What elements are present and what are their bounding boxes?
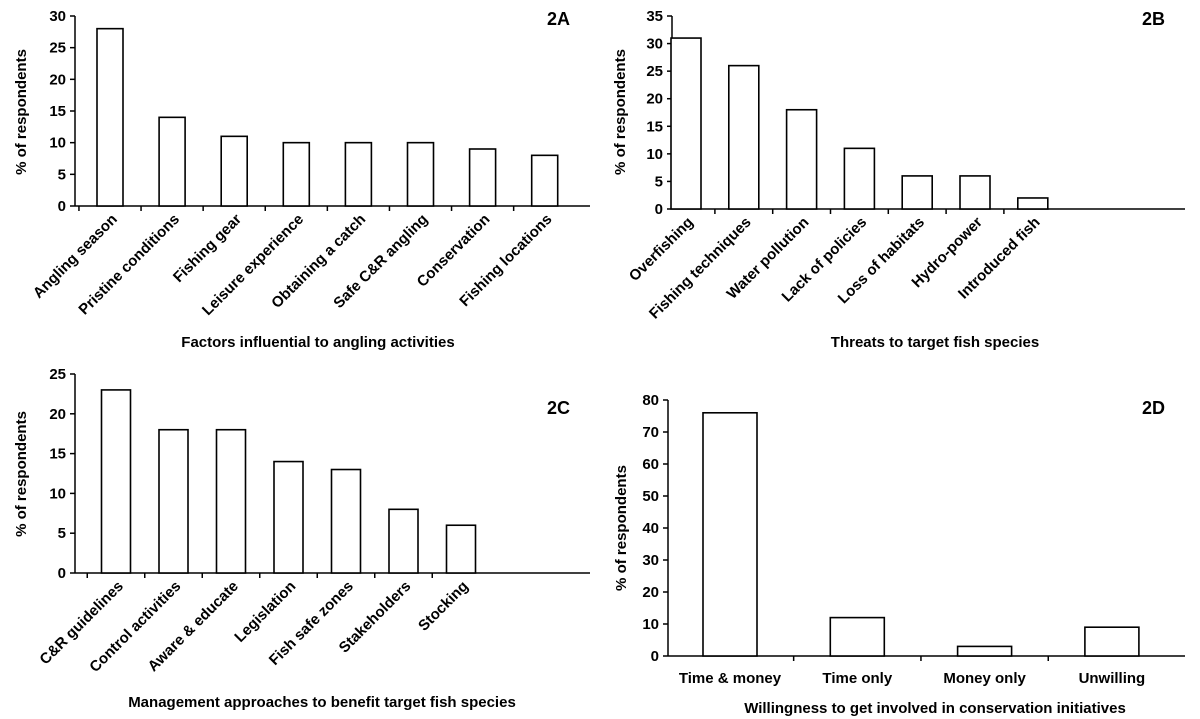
y-tick-label: 60 [642,456,659,473]
x-tick-label: Money only [943,670,1026,687]
y-tick-label: 15 [49,446,66,463]
bar [100,389,132,574]
y-tick-label: 70 [642,424,659,441]
x-axis-title: Willingness to get involved in conservat… [744,700,1126,717]
y-tick-label: 15 [646,118,663,135]
bar [1084,626,1140,657]
y-tick-label: 20 [642,584,659,601]
y-tick-label: 30 [646,36,663,53]
bar [388,508,419,574]
y-axis-title: % of respondents [612,49,629,175]
y-tick-label: 0 [58,565,66,582]
x-tick-label: Stocking [415,578,472,635]
bar [96,27,124,207]
y-axis-title: % of respondents [613,465,630,591]
y-tick-label: 15 [49,103,66,120]
bar [530,154,559,207]
y-tick-label: 10 [49,485,66,502]
x-axis-title: Factors influential to angling activitie… [181,334,454,351]
bar [273,460,304,574]
y-tick-label: 5 [58,166,66,183]
y-tick-label: 0 [655,201,663,218]
bar [215,428,247,574]
x-axis-title: Management approaches to benefit target … [128,694,516,711]
y-tick-label: 35 [646,8,663,25]
y-tick-label: 25 [49,40,66,57]
bar [702,411,758,657]
bar [727,64,760,210]
y-tick-label: 20 [49,406,66,423]
bar [785,108,818,210]
bar [959,175,991,210]
bar [158,428,189,574]
y-tick-label: 50 [642,488,659,505]
y-tick-label: 40 [642,520,659,537]
bar [344,141,373,207]
y-axis-title: % of respondents [13,411,30,537]
x-axis-title: Threats to target fish species [831,334,1039,351]
bar [1016,197,1049,210]
panel-label: 2D [1142,398,1165,418]
y-tick-label: 25 [646,63,663,80]
bar [445,524,477,574]
y-tick-label: 20 [646,91,663,108]
bar [468,148,497,207]
x-tick-label: Unwilling [1079,670,1146,687]
bar [901,175,934,210]
bar [282,141,311,207]
bar [330,468,362,574]
x-tick-label: Leisure experience [199,211,307,319]
y-axis-title: % of respondents [13,49,30,175]
y-tick-label: 0 [651,648,659,665]
y-tick-label: 80 [642,392,659,409]
y-tick-label: 10 [642,616,659,633]
y-tick-label: 0 [58,198,66,215]
bar [220,135,248,207]
y-tick-label: 10 [49,135,66,152]
panel-label: 2C [547,398,570,418]
y-tick-label: 5 [58,525,66,542]
x-tick-label: Time & money [679,670,782,687]
chart-panel-2d: 0 10 20 30 40 50 60 70 80 Time & money Time only Mo… [613,392,1185,717]
x-tick-label: Time only [822,670,892,687]
y-tick-label: 10 [646,146,663,163]
bar [670,37,702,210]
bar [158,116,186,207]
x-tick-label: Fishing techniques [646,214,755,323]
y-tick-label: 5 [655,173,663,190]
bar [829,616,886,657]
bar [843,147,876,210]
y-tick-label: 20 [49,71,66,88]
bar [956,645,1013,657]
panel-label: 2A [547,9,570,29]
y-tick-label: 30 [642,552,659,569]
bar [406,141,435,207]
y-tick-label: 30 [49,8,66,25]
panel-label: 2B [1142,9,1165,29]
y-tick-label: 25 [49,366,66,383]
